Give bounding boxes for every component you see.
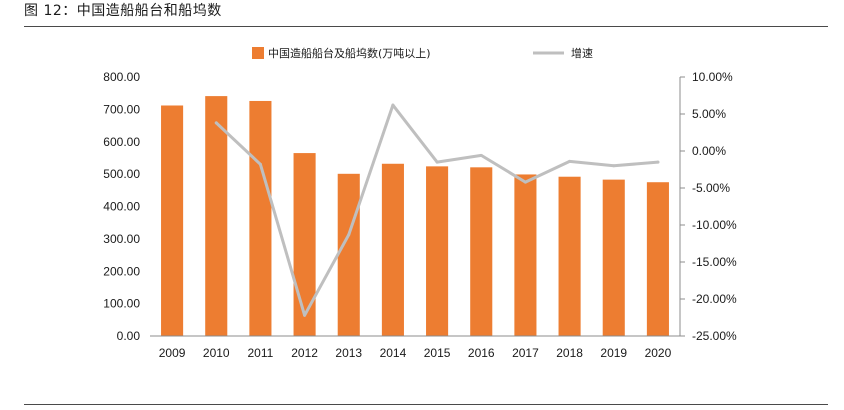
- bar-2018: [558, 176, 581, 336]
- growth-point-2020: [656, 160, 660, 164]
- bar-2010: [205, 96, 228, 336]
- growth-point-2015: [435, 160, 439, 164]
- axes: [150, 77, 681, 337]
- growth-point-2018: [568, 159, 572, 163]
- figure-title: 图 12：中国造船船台和船坞数: [24, 3, 222, 19]
- top-rule: [24, 26, 828, 27]
- x-tick-label: 2014: [380, 346, 407, 360]
- bar-2020: [646, 182, 669, 336]
- growth-point-2010: [214, 121, 218, 125]
- x-tick-label: 2009: [159, 346, 186, 360]
- x-tick-label: 2018: [556, 346, 583, 360]
- bar-2017: [514, 174, 537, 336]
- right-tick-label: -25.00%: [692, 329, 737, 343]
- left-tick-label: 400.00: [103, 200, 140, 214]
- x-tick-label: 2011: [248, 346, 274, 360]
- right-tick-label: 5.00%: [692, 107, 726, 121]
- bar-2015: [426, 166, 449, 336]
- bar-2011: [249, 100, 272, 337]
- right-axis-ticks: -25.00% -20.00% -15.00% -10.00% -5.00% 0.00% 5…: [680, 70, 737, 343]
- legend: 中国造船船台及船坞数(万吨以上) 增速: [252, 46, 593, 60]
- growth-point-2019: [612, 164, 616, 168]
- legend-bar-label: 中国造船船台及船坞数(万吨以上): [268, 46, 431, 60]
- growth-point-2012: [303, 313, 307, 317]
- right-tick-label: -5.00%: [692, 181, 730, 195]
- left-tick-label: 800.00: [103, 70, 140, 84]
- legend-line-label: 增速: [571, 46, 593, 60]
- growth-point-2016: [479, 153, 483, 157]
- right-tick-label: -10.00%: [692, 218, 737, 232]
- right-tick-label: -15.00%: [692, 255, 737, 269]
- bar-2009: [161, 105, 184, 337]
- left-tick-label: 500.00: [103, 167, 140, 181]
- left-tick-label: 600.00: [103, 135, 140, 149]
- x-tick-label: 2010: [203, 346, 230, 360]
- left-tick-label: 300.00: [103, 232, 140, 246]
- x-tick-label: 2013: [335, 346, 362, 360]
- x-tick-label: 2020: [645, 346, 672, 360]
- bottom-rule: [24, 404, 828, 405]
- right-tick-label: -20.00%: [692, 292, 737, 306]
- left-tick-label: 200.00: [103, 264, 140, 278]
- x-tick-label: 2019: [600, 346, 627, 360]
- right-tick-label: 10.00%: [692, 70, 733, 84]
- right-tick-label: 0.00%: [692, 144, 726, 158]
- bar-2016: [470, 167, 493, 336]
- bar-2013: [337, 173, 360, 336]
- x-axis-ticks: 2009 2010 2011 2012 2013 2014 2015 2016 2017 2018…: [159, 346, 672, 360]
- bar-2019: [602, 179, 625, 336]
- bar-2012: [293, 153, 316, 336]
- growth-point-2011: [258, 162, 262, 166]
- bar-2014: [381, 163, 404, 336]
- growth-point-2014: [391, 103, 395, 107]
- x-tick-label: 2015: [424, 346, 451, 360]
- x-tick-label: 2017: [512, 346, 539, 360]
- growth-point-2013: [347, 233, 351, 237]
- left-axis-ticks: 0.00 100.00 200.00 300.00 400.00 500.00 600.00…: [103, 70, 140, 343]
- growth-point-2017: [523, 180, 527, 184]
- line-series: [214, 103, 660, 317]
- legend-bar-swatch: [252, 47, 264, 59]
- x-tick-label: 2016: [468, 346, 495, 360]
- left-tick-label: 100.00: [103, 297, 140, 311]
- left-tick-label: 700.00: [103, 102, 140, 116]
- left-tick-label: 0.00: [117, 329, 141, 343]
- x-tick-label: 2012: [291, 346, 318, 360]
